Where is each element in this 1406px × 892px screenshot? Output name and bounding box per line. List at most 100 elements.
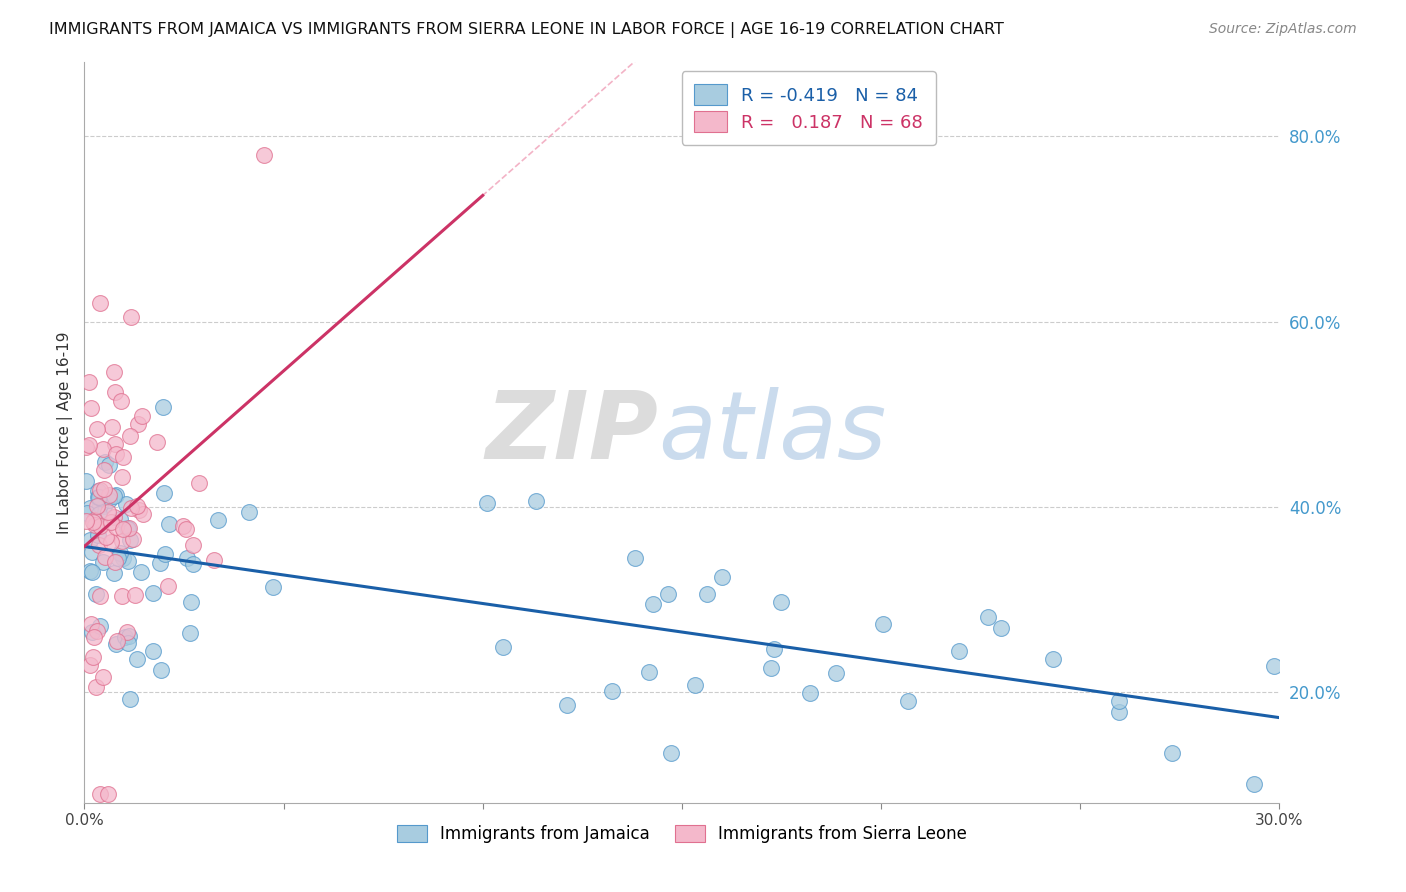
Point xyxy=(89,519,111,533)
Text: atlas: atlas xyxy=(658,387,886,478)
Point xyxy=(83,630,105,644)
Legend: Immigrants from Jamaica, Immigrants from Sierra Leone: Immigrants from Jamaica, Immigrants from… xyxy=(389,819,974,850)
Point xyxy=(120,692,142,706)
Point xyxy=(97,458,120,473)
Point xyxy=(100,535,122,549)
Point xyxy=(117,636,139,650)
Point xyxy=(80,624,103,639)
Point xyxy=(117,522,139,536)
Point xyxy=(128,503,150,517)
Point xyxy=(624,550,647,565)
Point xyxy=(1042,652,1064,666)
Point xyxy=(1263,659,1285,673)
Point xyxy=(87,507,110,521)
Point xyxy=(176,551,198,566)
Point xyxy=(104,385,127,400)
Point xyxy=(87,490,110,504)
Point xyxy=(87,527,110,541)
Point xyxy=(97,505,120,519)
Point xyxy=(176,522,198,536)
Point xyxy=(118,533,141,547)
Point xyxy=(188,476,211,491)
Point xyxy=(124,588,146,602)
Point xyxy=(96,530,118,544)
Point xyxy=(207,513,229,527)
Point xyxy=(111,551,134,566)
Point xyxy=(93,499,115,513)
Point xyxy=(132,507,155,521)
Point xyxy=(897,694,920,708)
Point xyxy=(93,670,115,684)
Point xyxy=(262,580,284,594)
Point xyxy=(152,485,174,500)
Point xyxy=(118,521,141,535)
Point xyxy=(948,644,970,658)
Point xyxy=(152,400,174,414)
Point xyxy=(80,545,103,559)
Point xyxy=(89,499,111,513)
Point xyxy=(107,551,129,566)
Point xyxy=(97,787,120,801)
Point xyxy=(89,589,111,603)
Point xyxy=(77,375,100,389)
Point xyxy=(100,516,122,530)
Point xyxy=(763,641,786,656)
Point xyxy=(103,509,125,524)
Point xyxy=(153,547,176,561)
Point xyxy=(75,474,97,488)
Point xyxy=(555,698,578,712)
Point xyxy=(990,621,1012,635)
Point xyxy=(111,534,134,549)
Point xyxy=(75,440,97,454)
Point xyxy=(98,493,121,508)
Point xyxy=(120,429,142,443)
Point xyxy=(97,488,120,502)
Point xyxy=(799,686,821,700)
Point xyxy=(150,664,173,678)
Point xyxy=(118,629,141,643)
Point xyxy=(1243,777,1265,791)
Point xyxy=(157,516,180,531)
Point xyxy=(1108,694,1130,708)
Point xyxy=(77,438,100,452)
Point xyxy=(600,684,623,698)
Point xyxy=(253,148,276,162)
Point xyxy=(76,506,98,520)
Point xyxy=(202,553,225,567)
Point xyxy=(93,463,115,477)
Point xyxy=(104,637,127,651)
Point xyxy=(492,640,515,655)
Point xyxy=(79,501,101,516)
Point xyxy=(696,586,718,600)
Point xyxy=(104,520,127,534)
Point xyxy=(657,587,679,601)
Point xyxy=(82,650,104,665)
Point xyxy=(103,490,125,504)
Point xyxy=(86,422,108,436)
Point xyxy=(131,409,153,424)
Point xyxy=(1161,746,1184,760)
Point xyxy=(149,557,172,571)
Point xyxy=(89,787,111,801)
Point xyxy=(79,564,101,578)
Point xyxy=(115,624,138,639)
Point xyxy=(101,420,124,434)
Point xyxy=(84,517,107,532)
Point xyxy=(120,500,142,515)
Text: Source: ZipAtlas.com: Source: ZipAtlas.com xyxy=(1209,22,1357,37)
Point xyxy=(977,610,1000,624)
Point xyxy=(181,537,204,551)
Point xyxy=(711,570,734,584)
Point xyxy=(685,678,707,692)
Y-axis label: In Labor Force | Age 16-19: In Labor Force | Age 16-19 xyxy=(58,331,73,534)
Point xyxy=(104,555,127,569)
Point xyxy=(75,514,97,528)
Point xyxy=(87,538,110,552)
Point xyxy=(180,594,202,608)
Point xyxy=(142,586,165,600)
Point xyxy=(80,401,103,415)
Point xyxy=(111,522,134,536)
Point xyxy=(87,490,110,504)
Point xyxy=(643,597,665,611)
Point xyxy=(110,393,132,408)
